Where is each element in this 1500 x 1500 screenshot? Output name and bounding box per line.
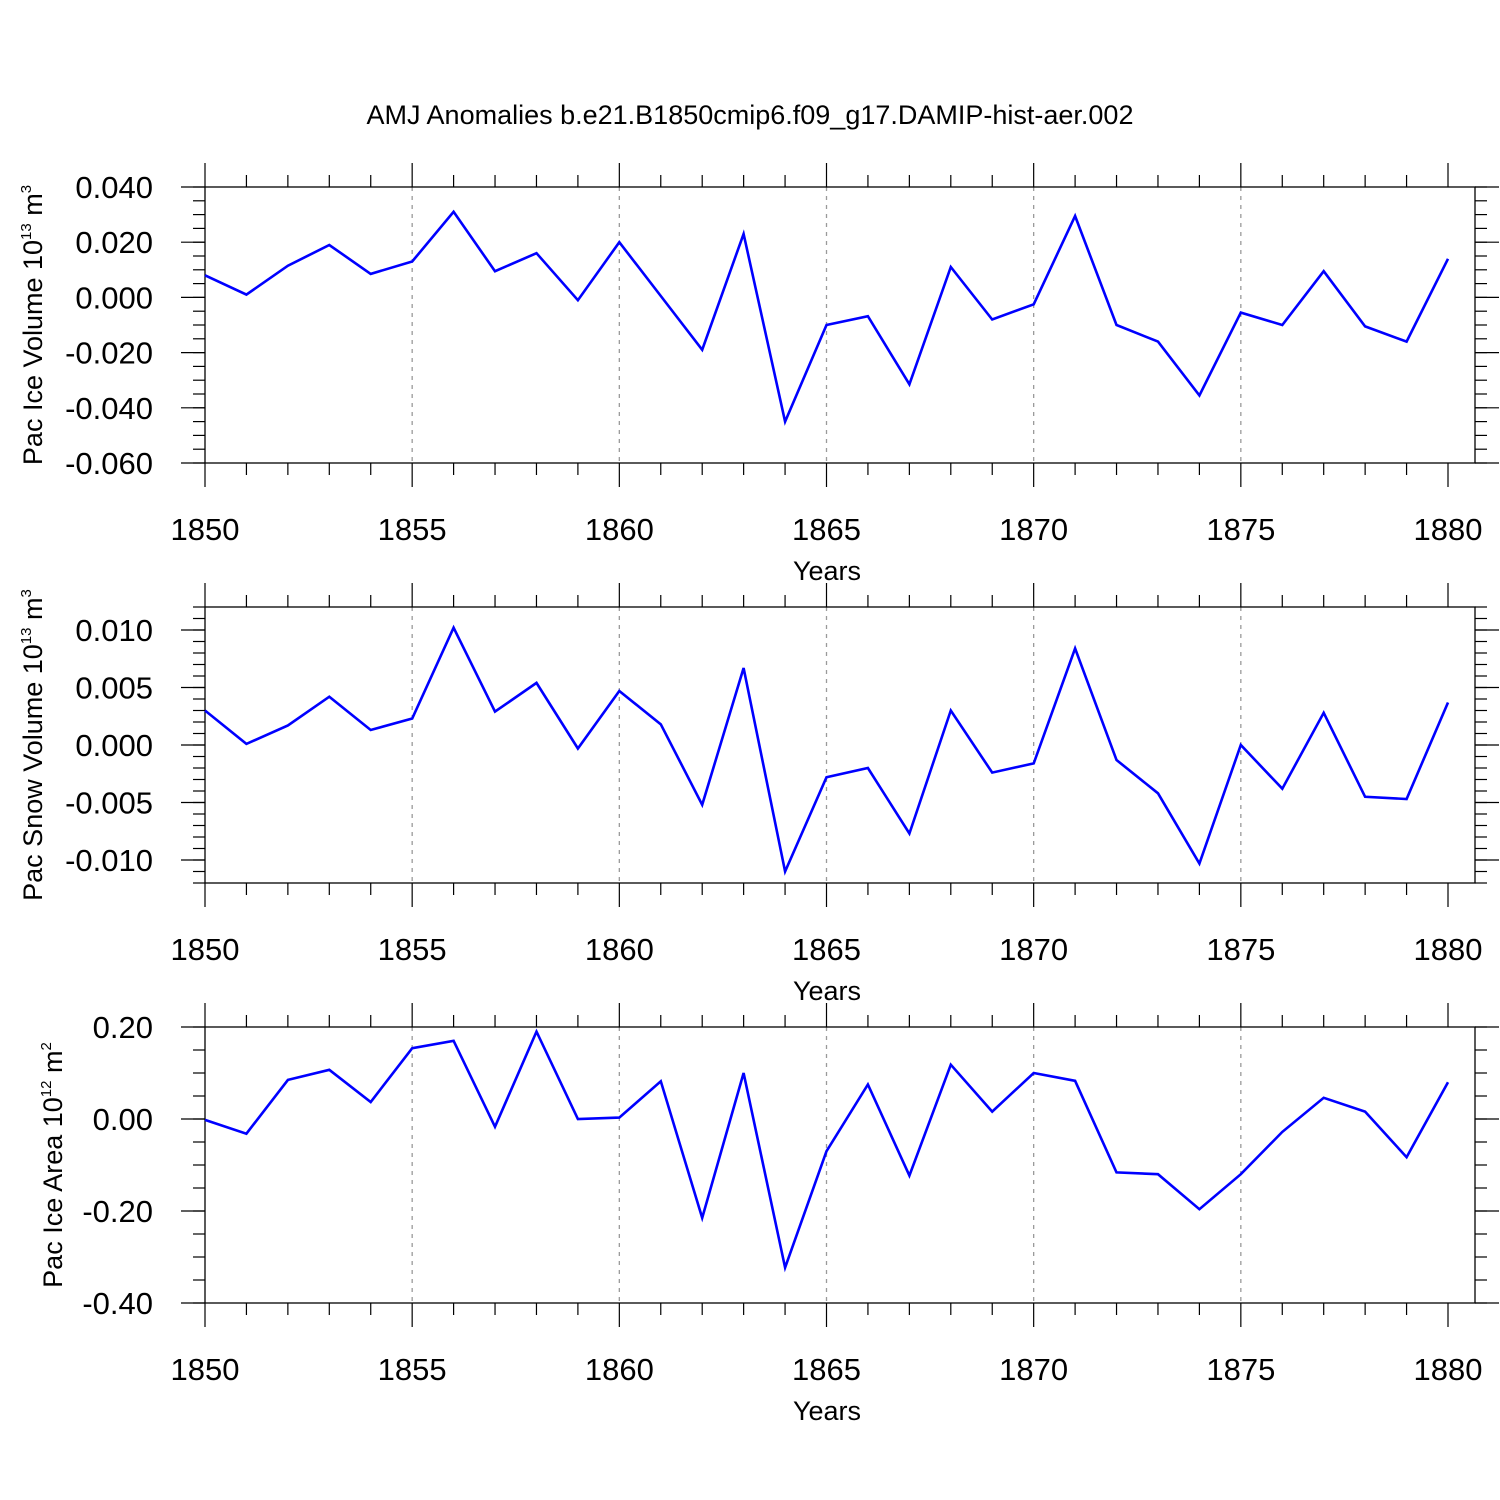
y-axis-title-text: Pac Ice Volume 10 <box>18 240 48 465</box>
x-tick-label: 1870 <box>999 932 1068 967</box>
y-axis-title: Pac Ice Area 1012 m2 <box>38 1042 68 1288</box>
y-axis-title-exponent: 13 <box>18 223 35 240</box>
x-tick-label: 1870 <box>999 512 1068 547</box>
y-axis-title: Pac Ice Volume 1013 m3 <box>18 185 48 465</box>
y-tick-label: 0.00 <box>93 1102 153 1137</box>
x-tick-label: 1865 <box>792 512 861 547</box>
y-tick-label: 0.020 <box>75 225 153 260</box>
panel-pac-ice-area: -0.40 -0.20 0.00 0.20 1850 1855 1860 1865 1870 18… <box>38 1003 1499 1426</box>
y-tick-label: 0.005 <box>75 671 153 706</box>
x-tick-label: 1875 <box>1206 1352 1275 1387</box>
x-axis-title: Years <box>793 976 861 1006</box>
x-tick-label: 1860 <box>585 1352 654 1387</box>
x-tick-label: 1850 <box>171 1352 240 1387</box>
x-tick-label: 1855 <box>378 512 447 547</box>
y-axis-title-text: Pac Ice Area 10 <box>38 1097 68 1288</box>
y-axis-title-unit-exponent: 2 <box>38 1042 55 1050</box>
y-tick-label: 0.040 <box>75 170 153 205</box>
x-tick-label: 1880 <box>1414 512 1483 547</box>
x-tick-label: 1875 <box>1206 512 1275 547</box>
y-tick-label: -0.060 <box>65 446 153 481</box>
y-tick-label: -0.040 <box>65 391 153 426</box>
panel-pac-ice-volume: -0.060 -0.040 -0.020 0.000 0.020 0.040 1850 185… <box>18 163 1499 586</box>
y-tick-label: -0.40 <box>82 1286 153 1321</box>
series-line <box>204 209 1450 426</box>
x-tick-label: 1870 <box>999 1352 1068 1387</box>
y-axis-title-exponent: 12 <box>38 1081 55 1098</box>
series-line <box>204 1028 1450 1273</box>
x-tick-label: 1860 <box>585 932 654 967</box>
y-tick-label: -0.005 <box>65 786 153 821</box>
y-tick-label: -0.010 <box>65 843 153 878</box>
x-axis-title: Years <box>793 556 861 586</box>
series-line <box>204 624 1450 876</box>
x-tick-label: 1875 <box>1206 932 1275 967</box>
x-tick-label: 1880 <box>1414 1352 1483 1387</box>
panel-pac-snow-volume: -0.010 -0.005 0.000 0.005 0.010 1850 1855 1860 1… <box>18 583 1499 1006</box>
x-tick-label: 1855 <box>378 1352 447 1387</box>
x-tick-label: 1865 <box>792 1352 861 1387</box>
y-tick-label: -0.20 <box>82 1194 153 1229</box>
y-tick-label: 0.20 <box>93 1010 153 1045</box>
x-tick-label: 1880 <box>1414 932 1483 967</box>
x-tick-label: 1865 <box>792 932 861 967</box>
x-tick-label: 1850 <box>171 932 240 967</box>
x-tick-label: 1855 <box>378 932 447 967</box>
y-tick-label: 0.010 <box>75 613 153 648</box>
y-axis-title-exponent: 13 <box>18 627 35 644</box>
figure-title: AMJ Anomalies b.e21.B1850cmip6.f09_g17.D… <box>367 100 1134 130</box>
x-tick-label: 1860 <box>585 512 654 547</box>
y-axis-title-unit-exponent: 3 <box>18 185 35 193</box>
y-axis-title-unit: m <box>38 1051 68 1081</box>
x-tick-label: 1850 <box>171 512 240 547</box>
y-axis-title-text: Pac Snow Volume 10 <box>18 644 48 901</box>
y-axis-title-unit: m <box>18 193 48 223</box>
y-axis-title-unit-exponent: 3 <box>18 589 35 597</box>
y-tick-label: -0.020 <box>65 336 153 371</box>
x-axis-title: Years <box>793 1396 861 1426</box>
y-axis-title-unit: m <box>18 597 48 627</box>
y-tick-label: 0.000 <box>75 280 153 315</box>
y-axis-title: Pac Snow Volume 1013 m3 <box>18 589 48 901</box>
y-tick-label: 0.000 <box>75 728 153 763</box>
